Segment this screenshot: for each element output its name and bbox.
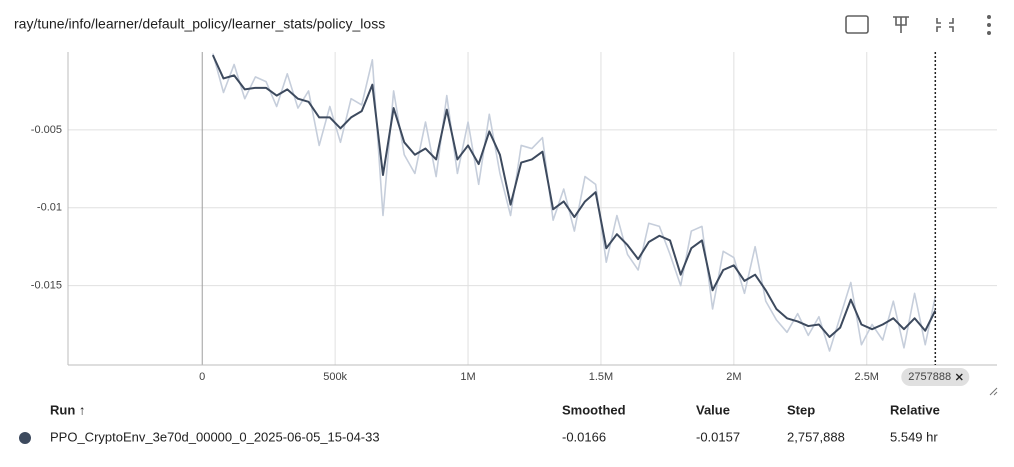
plot-area: -0.015 -0.01 -0.005 0 500k 1M 1.5M 2M 2.5M 275788… [31,52,997,386]
table-header[interactable]: Value [696,402,730,417]
table-header[interactable]: Run ↑ [50,402,85,417]
value-cell: -0.0157 [696,429,740,444]
x-tick-label: 2.5M [855,371,879,383]
fullscreen-icon[interactable] [845,15,869,34]
cursor-chip [901,368,970,386]
x-tick-label: 500k [323,371,347,383]
run-name: PPO_CryptoEnv_3e70d_00000_0_2025-06-05_1… [50,429,380,444]
smoothed-line [211,54,937,338]
run-color-dot [19,432,31,444]
relative-cell: 5.549 hr [890,429,938,444]
step-cell: 2,757,888 [787,429,845,444]
toolbar [845,15,991,35]
table-header[interactable]: Smoothed [562,402,626,417]
table-header[interactable]: Relative [890,402,940,417]
x-tick-label: 1M [460,371,475,383]
menu-icon[interactable] [987,15,991,35]
pin-icon[interactable] [893,16,909,33]
y-tick-label: -0.005 [31,124,62,136]
table-header[interactable]: Step [787,402,815,417]
y-tick-label: -0.015 [31,279,62,291]
x-tick-label: 0 [199,371,205,383]
x-tick-label: 1.5M [589,371,613,383]
cursor-close [955,373,963,381]
resize-handle[interactable] [989,387,998,396]
cursor-step: 2757888 [908,371,951,383]
x-tick-label: 2M [726,371,741,383]
collapse-icon[interactable] [936,18,954,32]
y-tick-label: -0.01 [37,202,62,214]
chart-title: ray/tune/info/learner/default_policy/lea… [14,16,385,32]
raw-line [212,53,937,352]
smoothed-cell: -0.0166 [562,429,606,444]
